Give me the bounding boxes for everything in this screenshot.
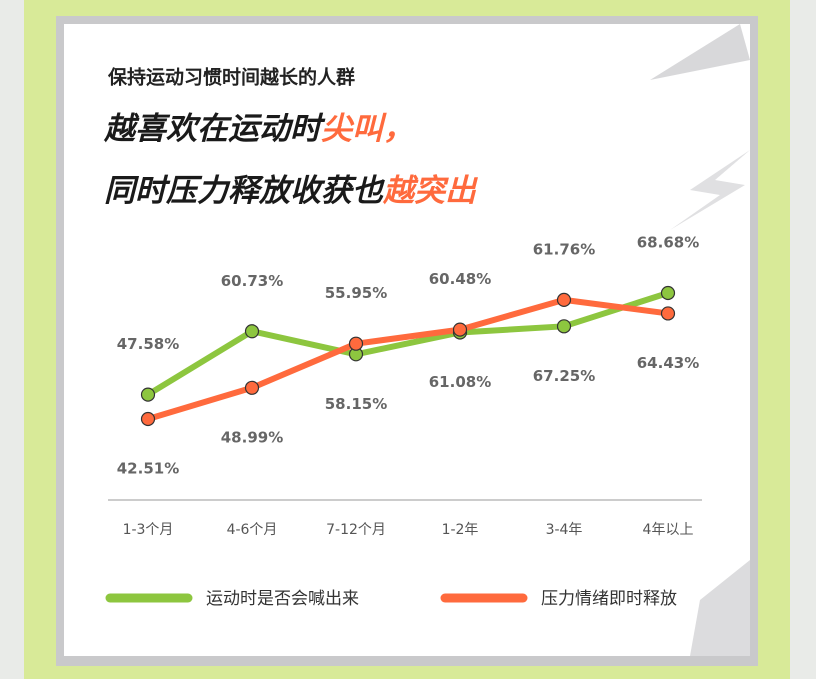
data-point [556, 292, 572, 307]
data-point [348, 336, 364, 351]
data-label: 60.73% [221, 272, 283, 290]
x-tick-label: 4年以上 [643, 522, 694, 538]
headline-segment: 越喜欢在运动时 [103, 111, 326, 147]
data-label: 61.76% [533, 240, 595, 258]
data-label: 47.58% [117, 335, 179, 353]
data-label: 68.68% [637, 234, 699, 252]
corner-fold [690, 560, 750, 656]
headline-segment: 同时压力释放收获也 [104, 173, 386, 209]
data-label: 61.08% [429, 373, 491, 391]
data-label: 64.43% [637, 354, 699, 372]
headline: 越喜欢在运动时尖叫， 同时压力释放收获也越突出 [101, 108, 481, 211]
series-line [147, 296, 669, 422]
data-label: 55.95% [325, 284, 387, 302]
x-tick-label: 3-4年 [546, 522, 583, 538]
headline-line: 越喜欢在运动时尖叫， [103, 111, 414, 147]
data-point [660, 306, 676, 321]
x-tick-label: 1-3个月 [123, 522, 174, 538]
data-label: 48.99% [221, 428, 283, 446]
data-label: 67.25% [533, 367, 595, 385]
data-point [556, 319, 572, 334]
data-point [660, 285, 676, 301]
corner-fold [650, 24, 750, 80]
chart-title: 保持运动习惯时间越长的人群 [107, 66, 355, 89]
x-tick-label: 1-2年 [442, 522, 479, 538]
headline-segment: 尖叫， [321, 111, 414, 147]
legend-label: 运动时是否会喊出来 [206, 589, 359, 609]
headline-line: 同时压力释放收获也越突出 [104, 173, 478, 209]
legend-label: 压力情绪即时释放 [541, 589, 677, 609]
data-point [140, 387, 156, 402]
data-point [452, 322, 468, 337]
zigzag-decor [670, 150, 750, 230]
data-label: 60.48% [429, 270, 491, 288]
headline-segment: 越突出 [382, 173, 478, 209]
x-tick-label: 4-6个月 [227, 522, 278, 538]
data-point [140, 411, 156, 427]
data-point [244, 380, 260, 395]
x-tick-label: 7-12个月 [326, 522, 386, 538]
card [64, 24, 750, 656]
data-label: 42.51% [117, 460, 179, 478]
data-point [244, 324, 260, 339]
series-line [146, 290, 669, 398]
data-label: 58.15% [325, 395, 387, 413]
